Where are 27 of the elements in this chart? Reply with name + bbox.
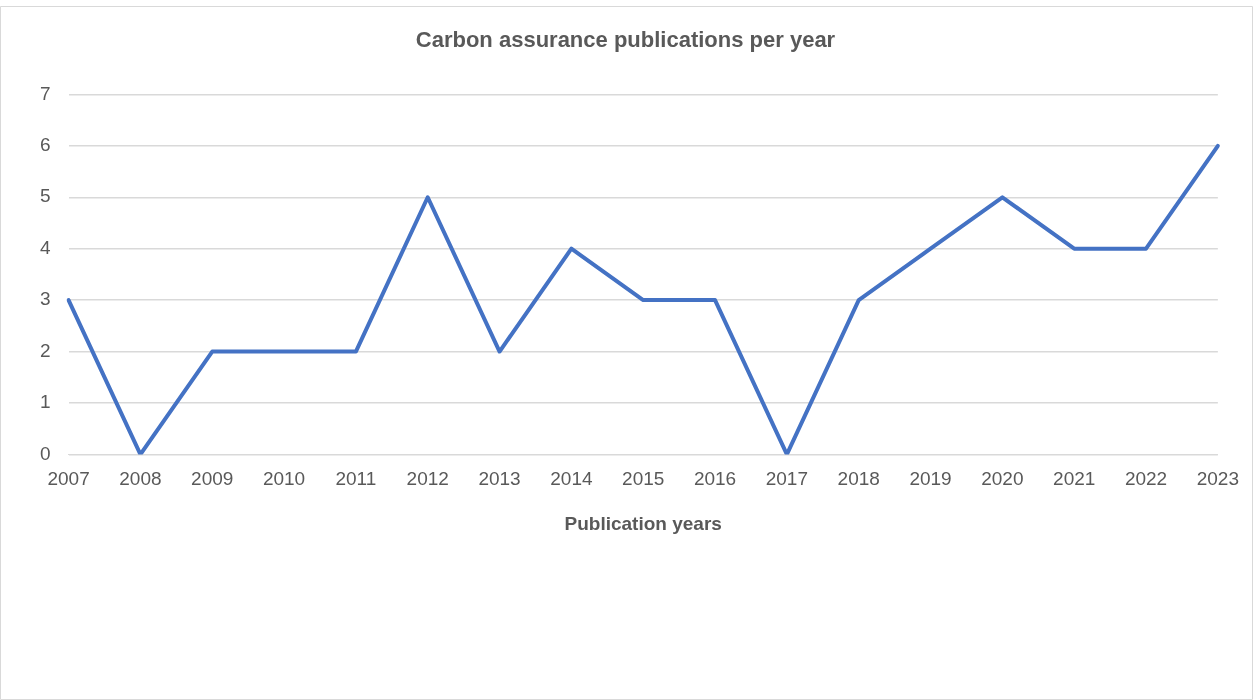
x-tick-label: 2012 (406, 468, 449, 490)
x-tick-label: 2021 (1053, 468, 1096, 490)
x-tick-label: 2023 (1196, 468, 1240, 490)
x-tick-label: 2008 (119, 468, 162, 490)
y-tick-label: 7 (39, 82, 51, 104)
x-axis-title: Publication years (564, 512, 722, 534)
x-tick-label: 2011 (335, 468, 377, 490)
y-tick-label: 5 (39, 185, 51, 207)
x-tick-label: 2015 (622, 468, 665, 490)
y-tick-label: 1 (39, 391, 51, 413)
x-tick-label: 2018 (837, 468, 880, 490)
x-tick-label: 2009 (191, 468, 234, 490)
chart-title: Carbon assurance publications per year (415, 27, 836, 53)
x-tick-label: 2007 (47, 468, 90, 490)
x-tick-label: 2020 (981, 468, 1024, 490)
y-tick-label: 2 (39, 339, 51, 361)
x-tick-label: 2017 (765, 468, 809, 490)
y-tick-label: 0 (39, 442, 51, 464)
y-tick-label: 6 (39, 134, 51, 156)
x-tick-label: 2010 (262, 468, 306, 490)
y-tick-label: 3 (39, 288, 51, 310)
x-tick-label: 2022 (1124, 468, 1168, 490)
x-tick-label: 2019 (909, 468, 952, 490)
x-tick-label: 2013 (478, 468, 521, 490)
y-tick-label: 4 (39, 236, 51, 258)
x-tick-label: 2014 (550, 468, 593, 490)
x-tick-label: 2016 (693, 468, 737, 490)
